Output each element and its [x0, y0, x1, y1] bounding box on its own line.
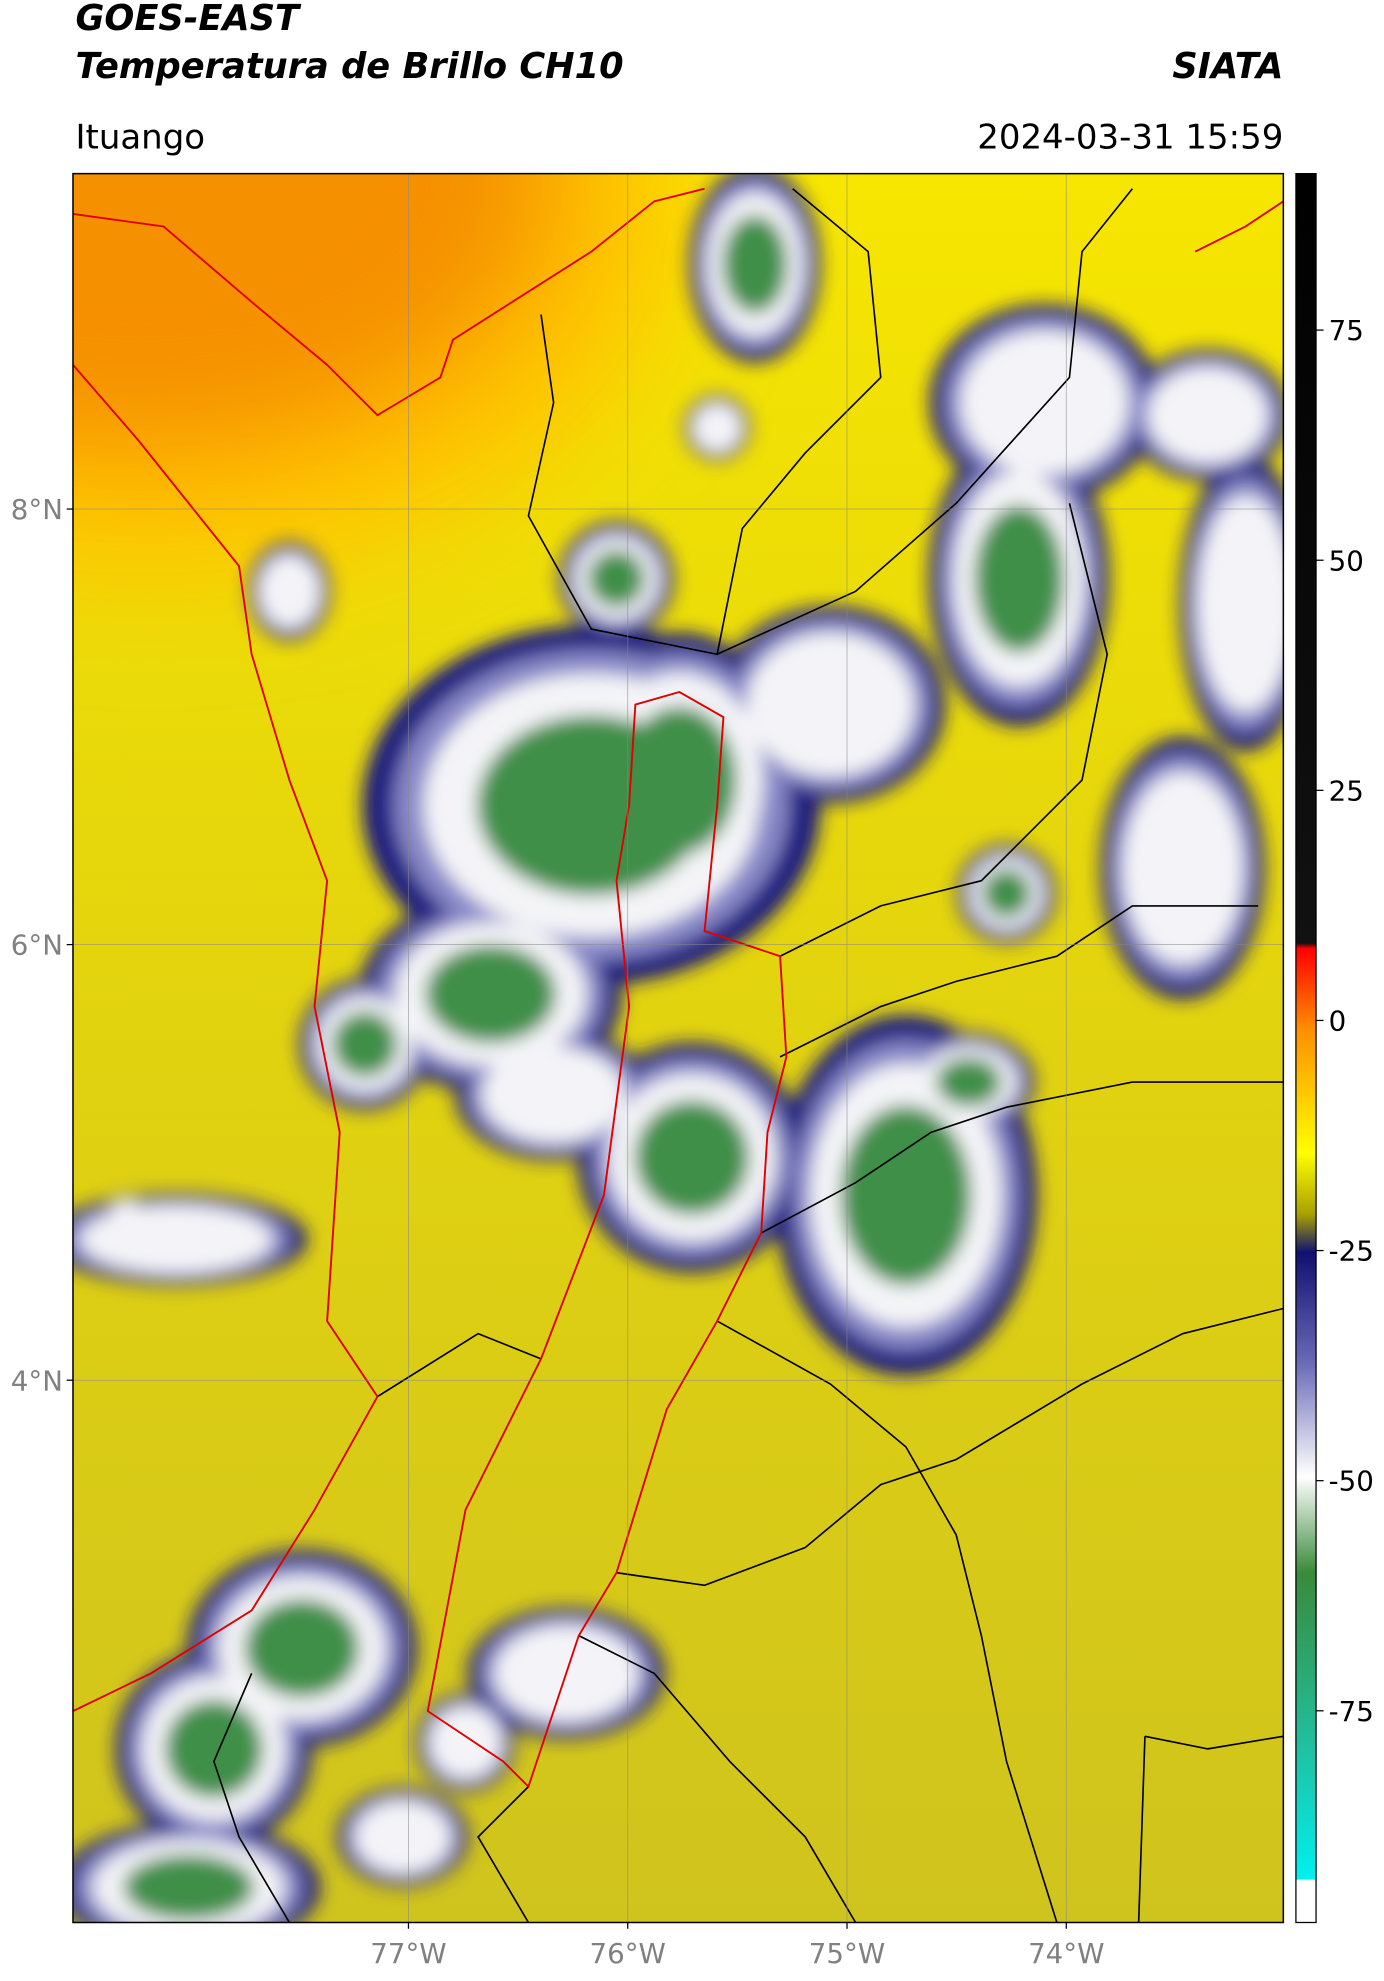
cloud-core [244, 1599, 360, 1698]
lon-tick-label: 76°W [590, 1937, 666, 1970]
colorbar-tick-label: -75 [1329, 1695, 1374, 1728]
cloud-core [425, 944, 557, 1044]
cloud-core [123, 1854, 255, 1920]
colorbar-tick-label: 75 [1329, 314, 1364, 347]
timestamp: 2024-03-31 15:59 [977, 117, 1283, 157]
cloud [111, 1199, 141, 1229]
cloud-core [634, 1100, 750, 1215]
cloud [481, 1046, 626, 1143]
coastline [72, 187, 1284, 1789]
location: Ituango [75, 117, 205, 157]
lat-tick-label: 6°N [11, 929, 63, 962]
colorbar-ticks: 75 50 25 0 -25 -50 -75 [1316, 314, 1374, 1728]
title-line-2: Temperatura de Brillo CH10 [75, 46, 623, 87]
graticule: 77°W 76°W 75°W 74°W 8°N 6°N 4°N [11, 173, 1284, 1970]
title-line-1: GOES-EAST [75, 0, 302, 39]
boundaries [213, 188, 1284, 1923]
cloud [259, 555, 320, 628]
cloud-tops [72, 173, 1284, 1923]
lon-tick-label: 74°W [1028, 1937, 1104, 1970]
cloud [354, 1801, 451, 1873]
warm-area [72, 173, 554, 453]
colorbar-tick-label: 50 [1329, 544, 1364, 577]
lat-tick-label: 4°N [11, 1364, 63, 1397]
colorbar-tick-label: 0 [1329, 1005, 1347, 1038]
map-frame [72, 172, 1285, 1924]
lon-tick-label: 75°W [809, 1937, 885, 1970]
colorbar-tick-label: -25 [1329, 1235, 1374, 1268]
cloud-core [587, 550, 646, 608]
source: SIATA [1172, 46, 1283, 87]
cloud-core [622, 706, 737, 854]
cloud-core [982, 868, 1032, 918]
cloud-core [164, 1699, 263, 1798]
map-image [72, 173, 1284, 1923]
colorbar [1295, 172, 1317, 1924]
lat-tick-label: 8°N [11, 493, 63, 526]
colorbar-tick-label: 25 [1329, 774, 1364, 807]
cloud-core [974, 505, 1065, 653]
colorbar-tick-label: -50 [1329, 1465, 1374, 1498]
cloud-core [722, 215, 788, 314]
cloud [960, 330, 1128, 475]
cloud [1197, 496, 1284, 712]
cloud [80, 1205, 272, 1273]
cloud-core [840, 1105, 972, 1286]
cloud [746, 632, 915, 777]
cloud-core [936, 1057, 1002, 1107]
cloud [1148, 367, 1268, 464]
cloud-core [332, 1011, 398, 1077]
cloud [429, 1706, 502, 1779]
cloud [693, 403, 742, 452]
cloud [1122, 772, 1243, 964]
lon-tick-label: 77°W [370, 1937, 446, 1970]
